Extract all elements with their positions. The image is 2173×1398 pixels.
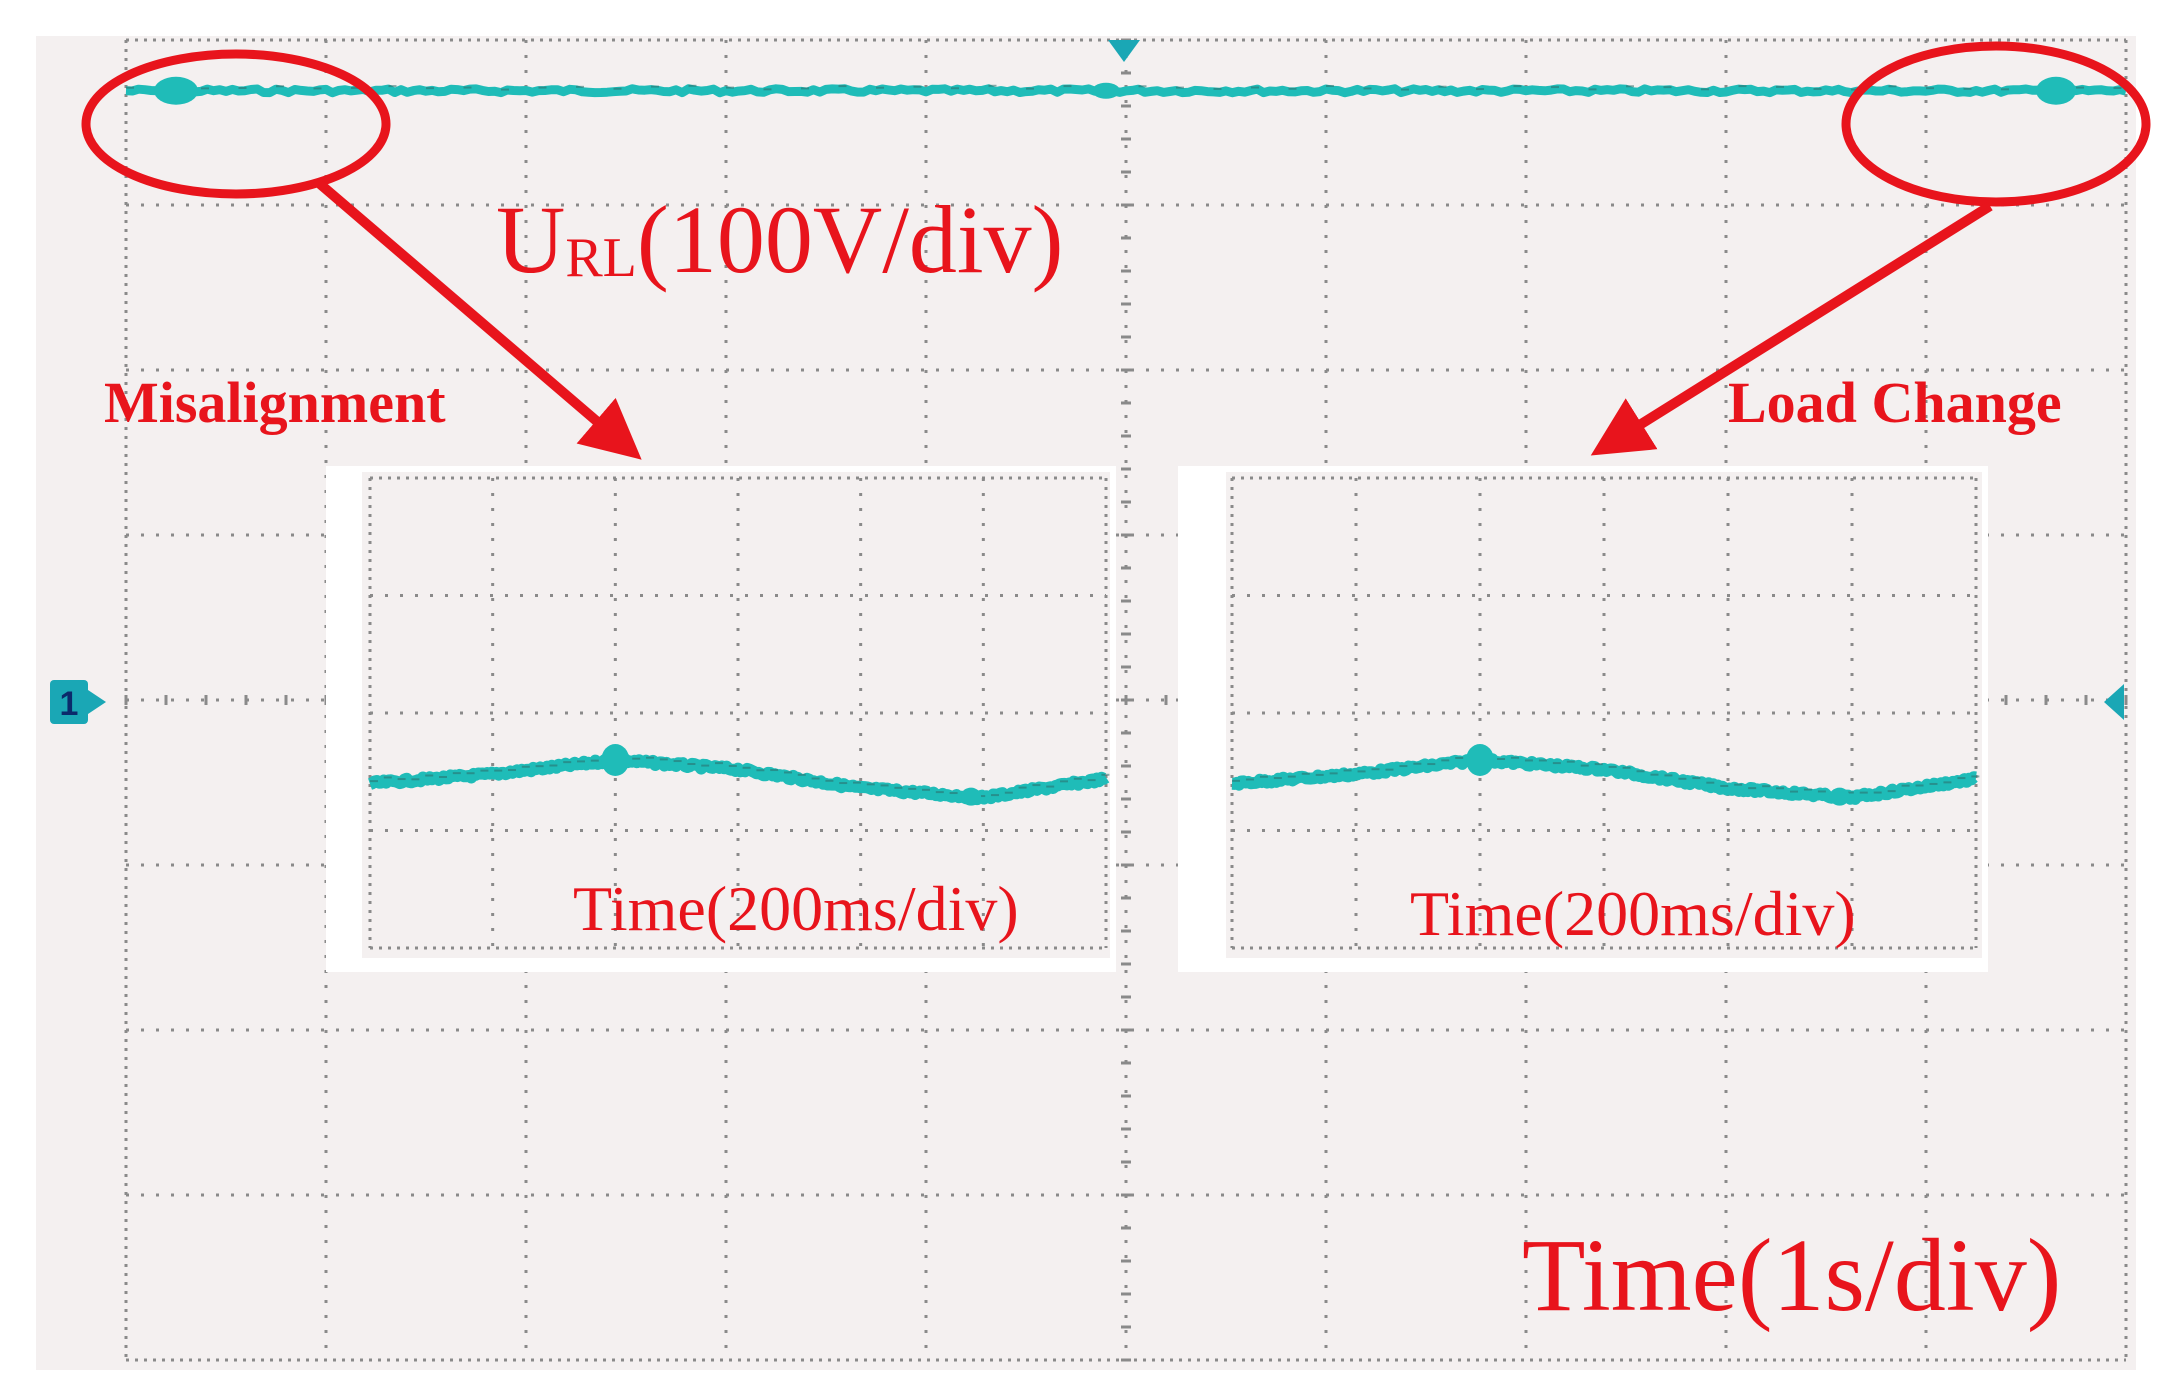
- voltage-trace: [125, 84, 2128, 98]
- trigger-level-marker-icon: [2104, 684, 2124, 720]
- highlight-ellipse-right: [1841, 41, 2151, 207]
- channel-1-marker: 1: [50, 680, 106, 724]
- trace-burst: [154, 76, 198, 105]
- inset-misalignment: Time(200ms/div): [326, 466, 1116, 972]
- trace-burst: [1466, 744, 1494, 776]
- trace-burst: [1092, 82, 1120, 99]
- main-time-scale-label: Time(1s/div): [1522, 1218, 2061, 1333]
- channel-marker-label: 1: [60, 685, 79, 723]
- arrow-load-change: [1590, 201, 1993, 456]
- inset-load-change-time-label: Time(200ms/div): [1410, 878, 1856, 949]
- inset-load-change: Time(200ms/div): [1178, 466, 1988, 972]
- arrow-misalignment: [316, 180, 642, 460]
- trace-burst: [1829, 787, 1850, 806]
- trace-burst: [2036, 76, 2076, 105]
- misalignment-label: Misalignment: [104, 370, 446, 435]
- trigger-marker-icon: [1108, 40, 1140, 62]
- voltage-trace: [366, 753, 1110, 806]
- trace-burst: [961, 787, 982, 806]
- inset-misalignment-time-label: Time(200ms/div): [573, 873, 1019, 944]
- voltage-scale-label: URL(100V/div): [496, 186, 1064, 293]
- load-change-label: Load Change: [1728, 370, 2062, 435]
- main-trace: [125, 76, 2128, 105]
- trace-burst: [601, 744, 630, 776]
- highlight-ellipse-left: [81, 49, 391, 199]
- voltage-trace: [1228, 752, 1980, 805]
